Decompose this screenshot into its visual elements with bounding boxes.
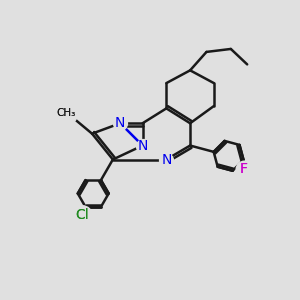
Text: N: N xyxy=(161,152,172,167)
Text: F: F xyxy=(239,162,247,176)
Text: Cl: Cl xyxy=(75,208,89,222)
Text: Cl: Cl xyxy=(75,208,89,222)
Text: N: N xyxy=(137,139,148,152)
Text: CH₃: CH₃ xyxy=(56,108,76,118)
Text: CH₃: CH₃ xyxy=(56,108,76,118)
Text: N: N xyxy=(115,116,125,130)
Text: F: F xyxy=(239,162,247,176)
